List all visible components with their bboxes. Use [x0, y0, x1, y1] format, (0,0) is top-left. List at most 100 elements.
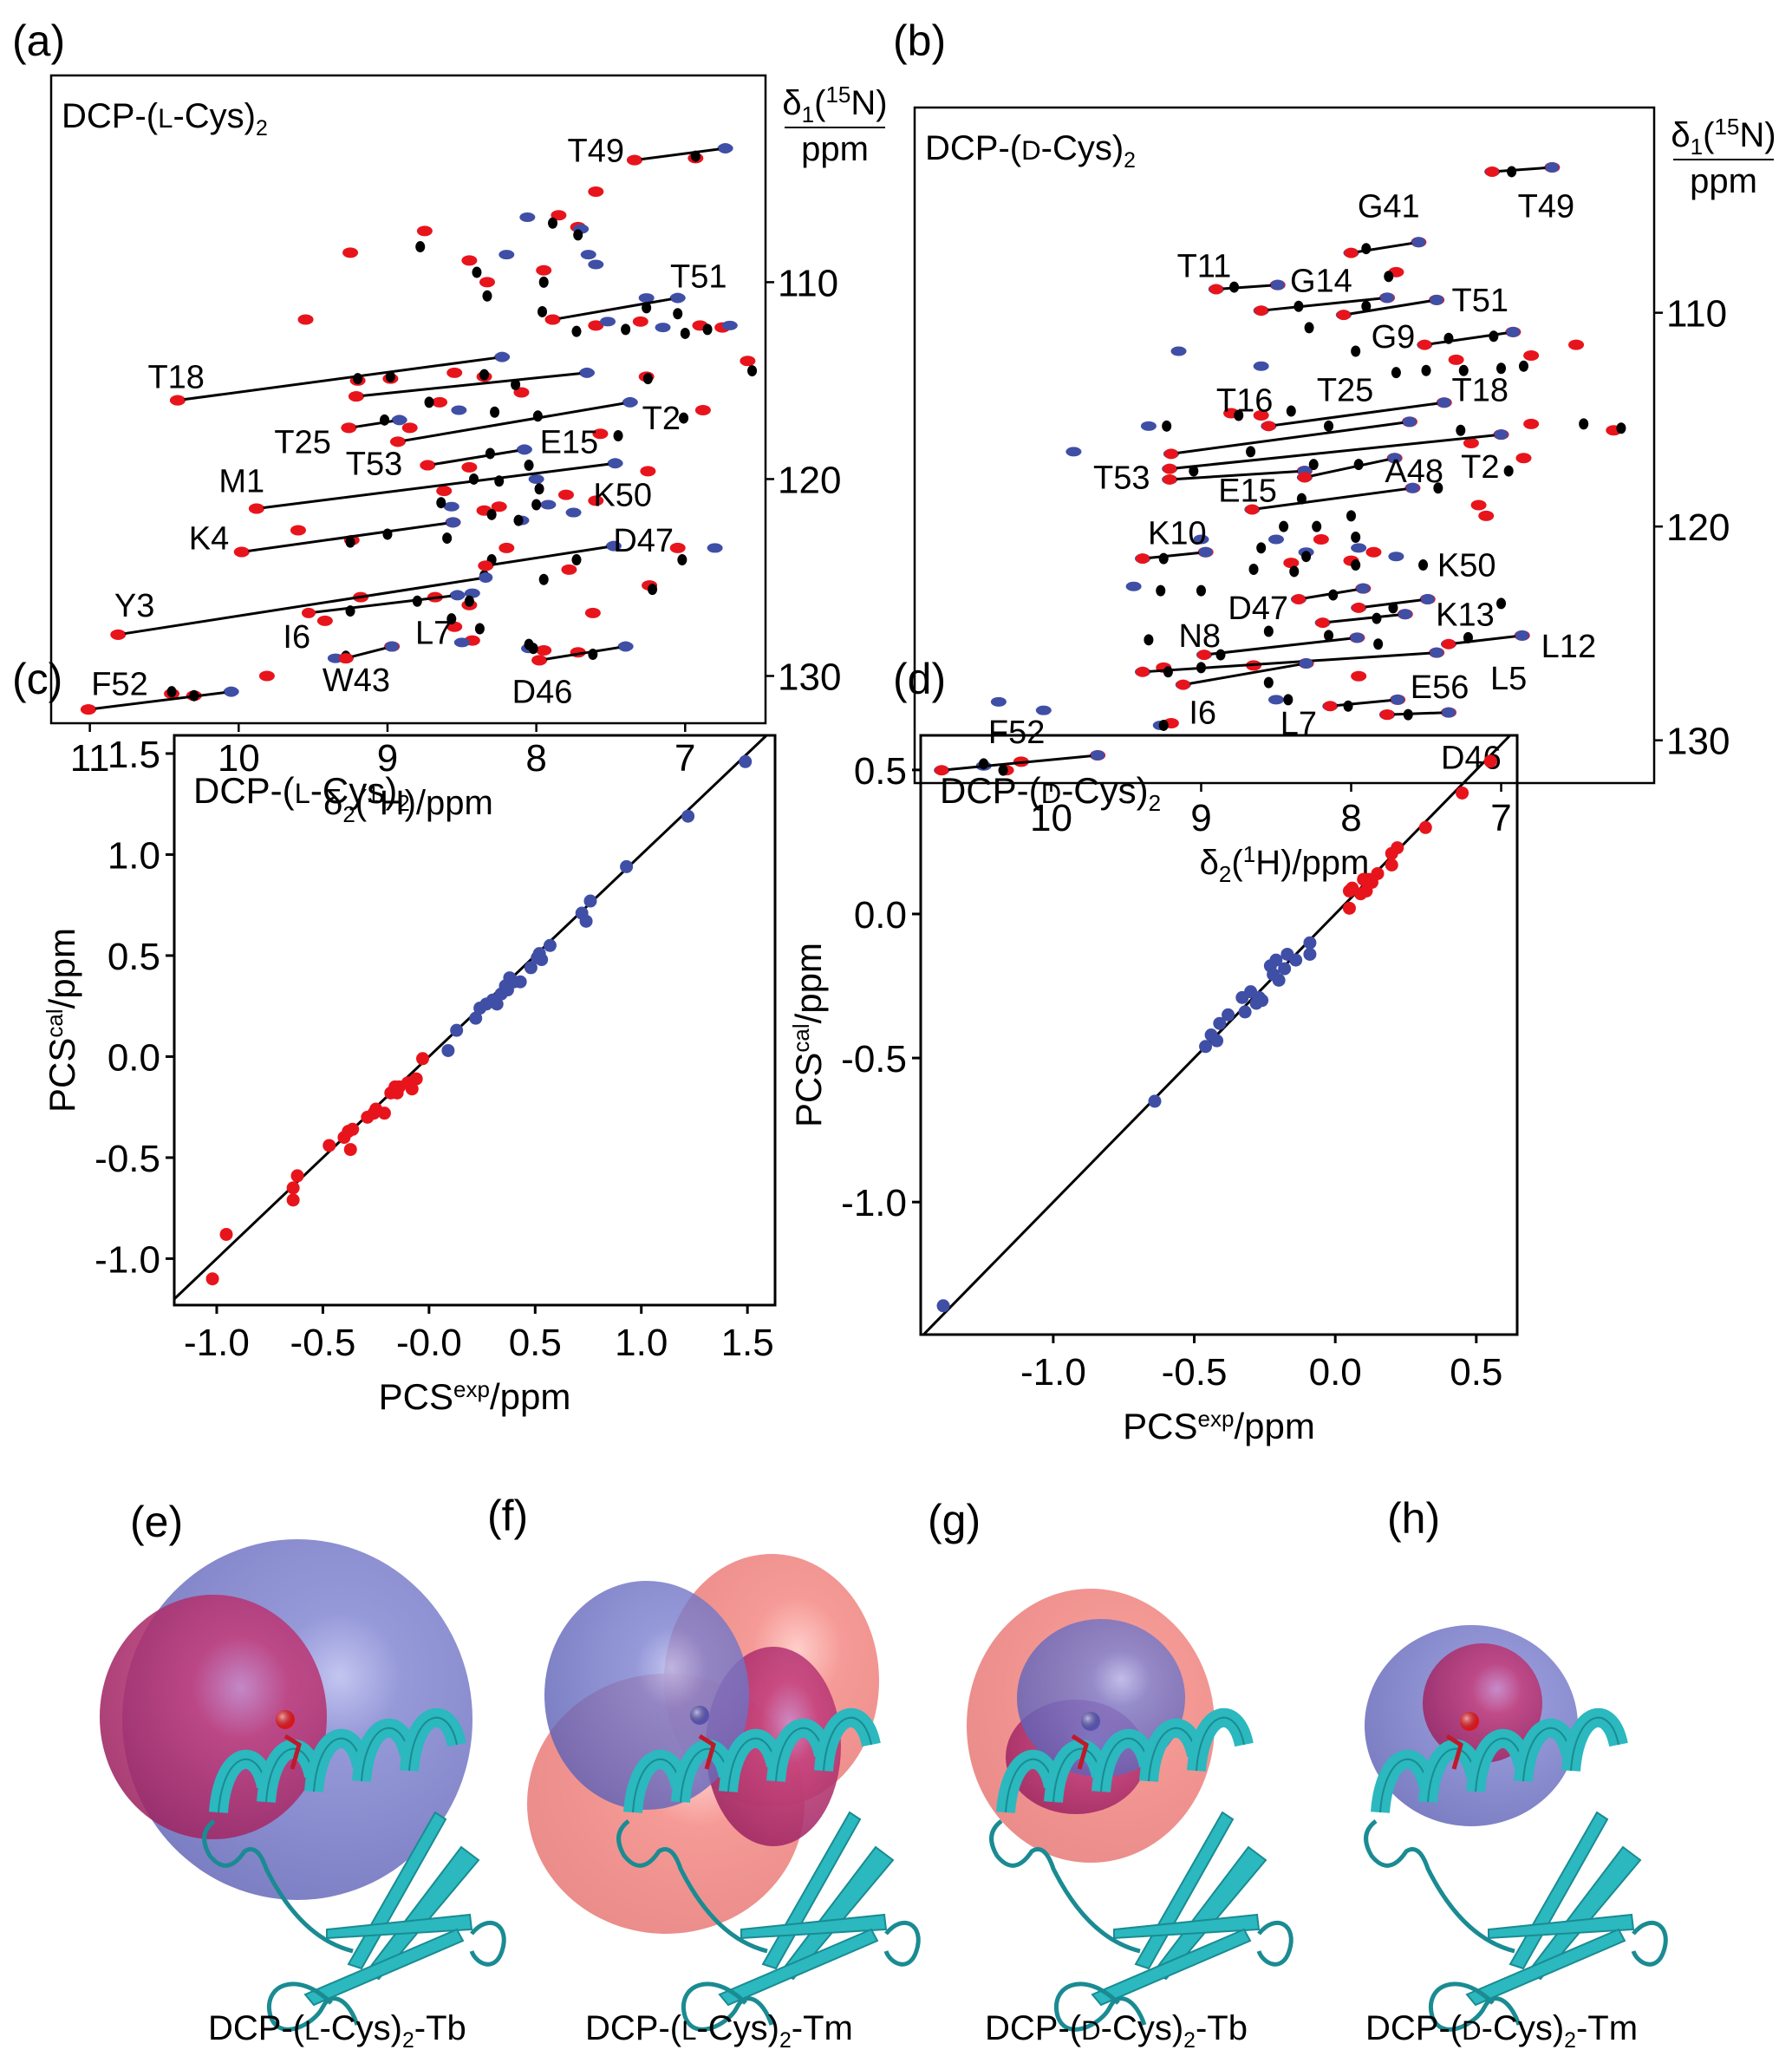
data-point — [739, 754, 753, 768]
peak-blue — [580, 250, 596, 260]
peak-red — [234, 546, 249, 558]
peak-black — [534, 483, 544, 495]
shift-line — [349, 418, 400, 429]
axis-symbol: PCS — [42, 1038, 82, 1113]
peak-black — [1346, 510, 1356, 522]
peak-red — [561, 564, 577, 575]
data-point — [286, 1193, 300, 1207]
y-tick-label: 1.0 — [108, 834, 160, 877]
right-loop — [1631, 1921, 1668, 1967]
cysteine-sidechain — [1445, 1733, 1463, 1770]
data-point — [1238, 1005, 1252, 1019]
y-tick-label: 130 — [1666, 721, 1730, 763]
data-point — [936, 1299, 950, 1313]
data-point — [1303, 947, 1317, 961]
helix-edge — [1570, 1716, 1619, 1772]
peak-red — [301, 607, 316, 618]
peak-blue — [608, 458, 622, 469]
structure-panels: DCP-(L-Cys)2-Tb DCP-(L-Cys)2-Tm DCP-(D-Cys… — [100, 1539, 1668, 2053]
peak-blue — [1391, 694, 1405, 705]
axis-unit: H)/ppm — [1255, 844, 1369, 882]
plot-frame — [913, 106, 1656, 785]
peak-black — [571, 554, 582, 566]
shift-line — [552, 297, 678, 322]
peak-black — [1616, 422, 1626, 434]
data-point — [490, 997, 504, 1011]
residue-label: T51 — [1452, 283, 1509, 319]
structure-caption: DCP-(D-Cys)2-Tb — [985, 2009, 1248, 2053]
label-tail: -Tm — [792, 2009, 853, 2047]
peak-black — [1384, 271, 1394, 283]
loop — [616, 1819, 768, 1954]
peak-red — [1470, 499, 1487, 511]
peak-red — [170, 395, 185, 406]
residue-label: T53 — [346, 446, 402, 482]
residue-label: L5 — [1490, 661, 1527, 697]
label-chirality: L — [295, 777, 310, 809]
peak-blue — [618, 641, 633, 652]
shift-line — [1215, 284, 1278, 291]
data-point — [1289, 953, 1303, 967]
peak-black — [1234, 409, 1244, 421]
metal-ion-highlight — [1081, 1712, 1100, 1731]
peak-red — [436, 486, 453, 497]
peak-black — [1458, 364, 1469, 376]
label-subscript: 2 — [397, 790, 409, 816]
pcs-correlation-panel-d: -1.0 -0.5 0.0 0.50.50.0-0.5-1.0DCP-(D-Cys)2… — [788, 734, 1519, 1446]
residue-label: T2 — [642, 401, 681, 437]
peak-blue — [1380, 292, 1395, 304]
shift-line — [1183, 662, 1307, 687]
shift-line — [1448, 634, 1522, 646]
data-point — [1255, 994, 1269, 1008]
peak-black — [642, 373, 653, 385]
residue-label: T25 — [274, 424, 330, 460]
x-tick-label: -1.0 — [184, 1322, 250, 1364]
peak-blue — [392, 415, 407, 426]
beta-strand — [326, 1913, 473, 1940]
axis-superscript: 1 — [367, 781, 379, 807]
peak-blue — [1198, 546, 1213, 558]
data-point — [1222, 1008, 1235, 1022]
peak-red — [111, 629, 126, 640]
peak-blue — [1388, 552, 1404, 562]
y-axis-denominator: ppm — [801, 130, 869, 168]
peak-black — [1373, 638, 1384, 650]
peak-red — [592, 428, 609, 440]
residue-label: T49 — [568, 133, 624, 169]
peak-black — [1144, 634, 1154, 646]
y-tick-label: -0.5 — [841, 1038, 907, 1080]
residue-label: E15 — [540, 424, 599, 460]
peak-red — [479, 560, 493, 571]
peak-red — [532, 655, 547, 666]
loop — [202, 1819, 354, 1954]
peak-red — [1315, 617, 1330, 629]
axis-symbol: δ — [323, 784, 342, 822]
peak-red — [297, 314, 314, 325]
peak-blue — [707, 543, 723, 553]
peak-blue — [1125, 581, 1142, 591]
peak-red — [1568, 339, 1585, 350]
peak-blue — [1091, 749, 1105, 761]
data-point — [205, 1272, 219, 1286]
residue-label: T16 — [1216, 383, 1273, 420]
inset-label: DCP-(L-Cys)2 — [193, 770, 410, 816]
peak-black — [1301, 551, 1312, 563]
peak-blue — [446, 517, 460, 528]
peak-black — [1421, 364, 1431, 376]
structure-panel-h: DCP-(D-Cys)2-Tm — [1364, 1625, 1668, 2053]
data-point — [1269, 953, 1283, 967]
shift-line — [634, 147, 726, 162]
peak-red — [935, 765, 949, 776]
peak-red — [1323, 701, 1338, 712]
label-subscript: 2 — [1183, 2029, 1196, 2053]
axis-superscript: exp — [453, 1376, 490, 1402]
peak-red — [588, 495, 604, 506]
label-tail: -Tm — [1576, 2009, 1638, 2047]
peak-blue — [1441, 707, 1456, 718]
peak-red — [1163, 473, 1177, 485]
peak-blue — [1430, 294, 1444, 305]
x-axis-title: δ2(1H)/ppm — [323, 781, 493, 827]
label-prefix: DCP-( — [585, 2009, 682, 2047]
y-tick-label: 0.5 — [854, 750, 907, 793]
residue-label: D46 — [512, 675, 573, 711]
